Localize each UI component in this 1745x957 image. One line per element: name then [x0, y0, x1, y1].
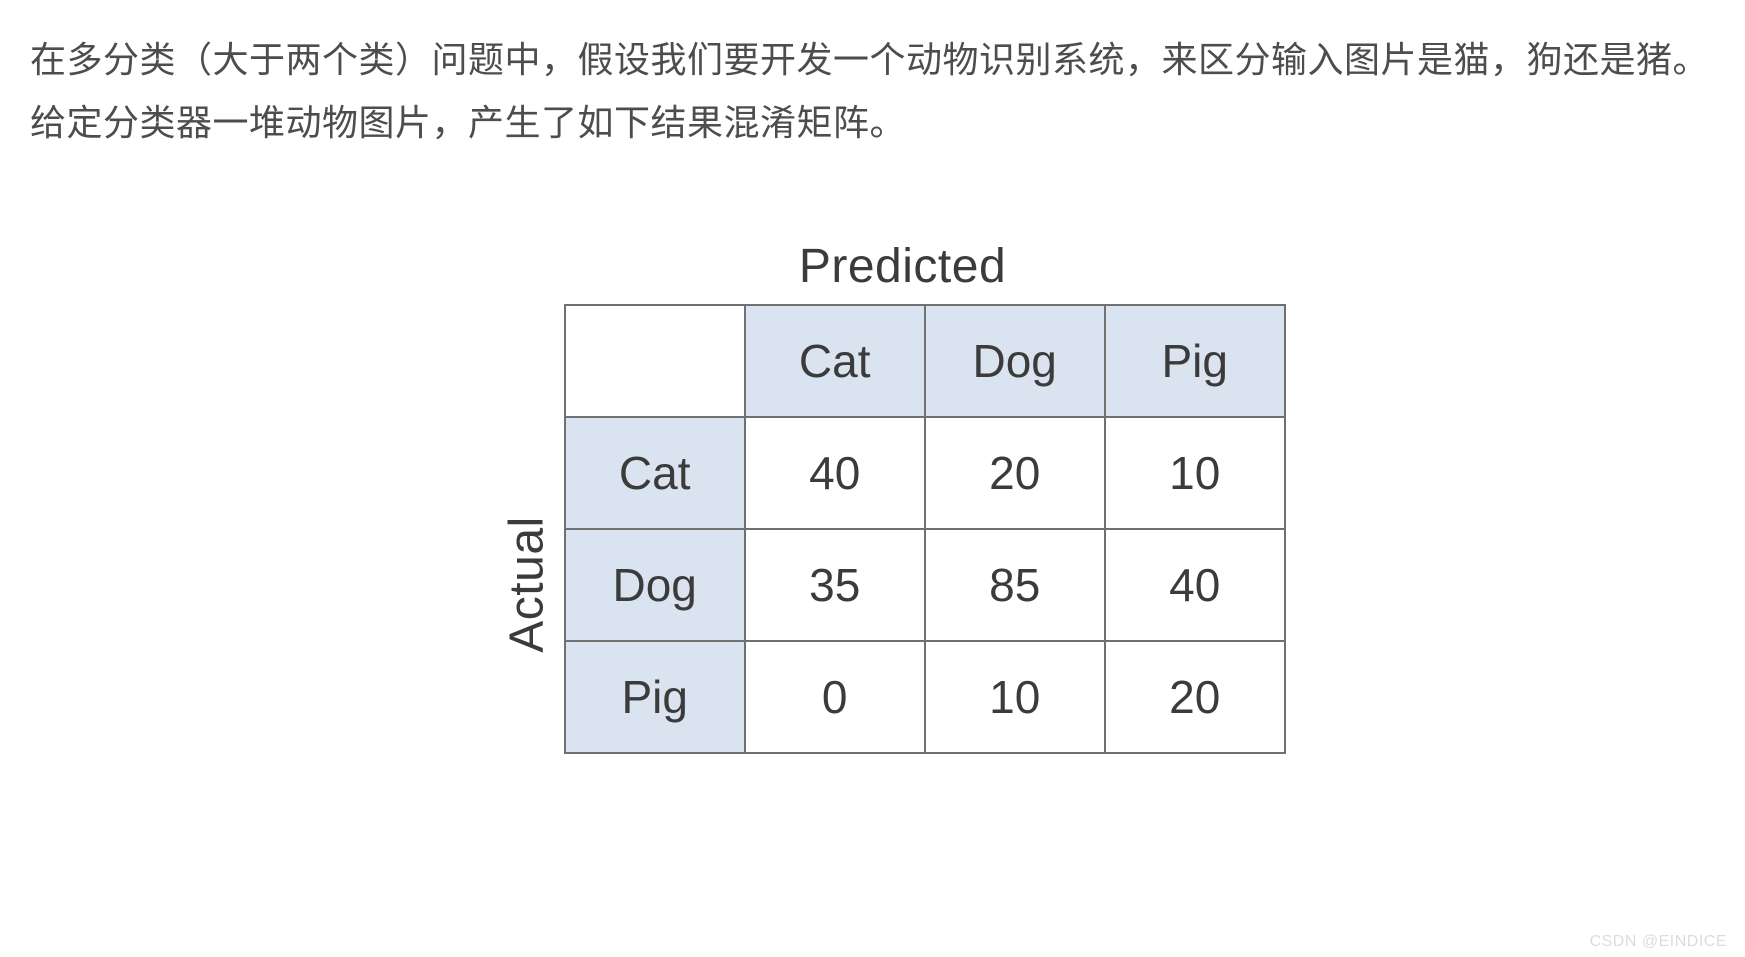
table-cell: 40	[745, 417, 925, 529]
table-cell: 0	[745, 641, 925, 753]
row-header: Cat	[565, 417, 745, 529]
watermark-text: CSDN @EINDICE	[1590, 933, 1727, 951]
table-cell: 40	[1105, 529, 1285, 641]
confusion-matrix-table: Cat Dog Pig Cat 40 20 10 Dog 35 85 4	[564, 304, 1286, 754]
table-cell: 20	[925, 417, 1105, 529]
table-cell: 35	[745, 529, 925, 641]
actual-axis-label: Actual	[500, 516, 555, 652]
table-corner-cell	[565, 305, 745, 417]
table-cell: 85	[925, 529, 1105, 641]
table-cell: 10	[925, 641, 1105, 753]
col-header: Pig	[1105, 305, 1285, 417]
intro-paragraph: 在多分类（大于两个类）问题中，假设我们要开发一个动物识别系统，来区分输入图片是猫…	[30, 28, 1715, 154]
row-header: Pig	[565, 641, 745, 753]
col-header: Dog	[925, 305, 1105, 417]
table-cell: 10	[1105, 417, 1285, 529]
row-header: Dog	[565, 529, 745, 641]
confusion-matrix-container: Predicted Actual Cat Dog Pig Cat 40 20 1…	[30, 239, 1715, 754]
col-header: Cat	[745, 305, 925, 417]
predicted-axis-label: Predicted	[799, 239, 1006, 294]
table-cell: 20	[1105, 641, 1285, 753]
